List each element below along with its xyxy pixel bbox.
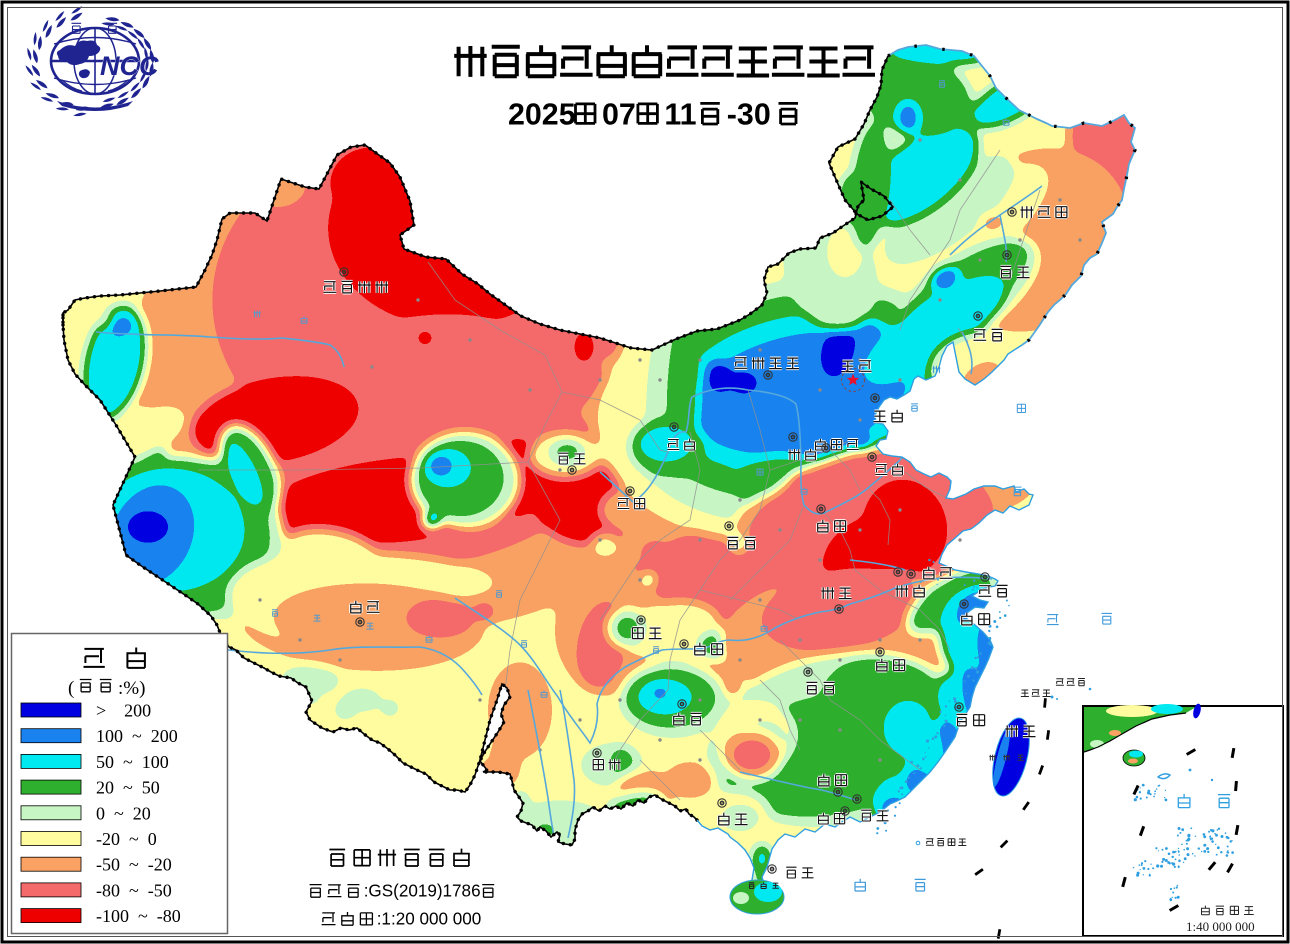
- svg-text:-80 ~ -50: -80 ~ -50: [96, 880, 172, 900]
- svg-text:07: 07: [602, 97, 636, 131]
- svg-text::%): :%): [118, 678, 145, 699]
- svg-text:100 ~ 200: 100 ~ 200: [96, 726, 178, 746]
- svg-text::1:20 000 000: :1:20 000 000: [377, 909, 482, 928]
- svg-text:11: 11: [664, 97, 696, 131]
- svg-text:> 200: > 200: [96, 701, 151, 721]
- svg-text:0 ~ 20: 0 ~ 20: [96, 803, 151, 823]
- svg-text:-50 ~ -20: -50 ~ -20: [96, 855, 172, 875]
- svg-text:50 ~ 100: 50 ~ 100: [96, 752, 169, 772]
- svg-text::GS(2019)1786: :GS(2019)1786: [364, 881, 481, 900]
- svg-text:-30: -30: [727, 97, 771, 131]
- svg-text:1:40 000 000: 1:40 000 000: [1186, 919, 1255, 934]
- svg-text:20 ~ 50: 20 ~ 50: [96, 778, 160, 798]
- svg-text:-20 ~ 0: -20 ~ 0: [96, 829, 157, 849]
- svg-text:2025: 2025: [508, 97, 576, 131]
- svg-text:-100 ~ -80: -100 ~ -80: [96, 906, 181, 926]
- svg-text:(: (: [68, 678, 74, 699]
